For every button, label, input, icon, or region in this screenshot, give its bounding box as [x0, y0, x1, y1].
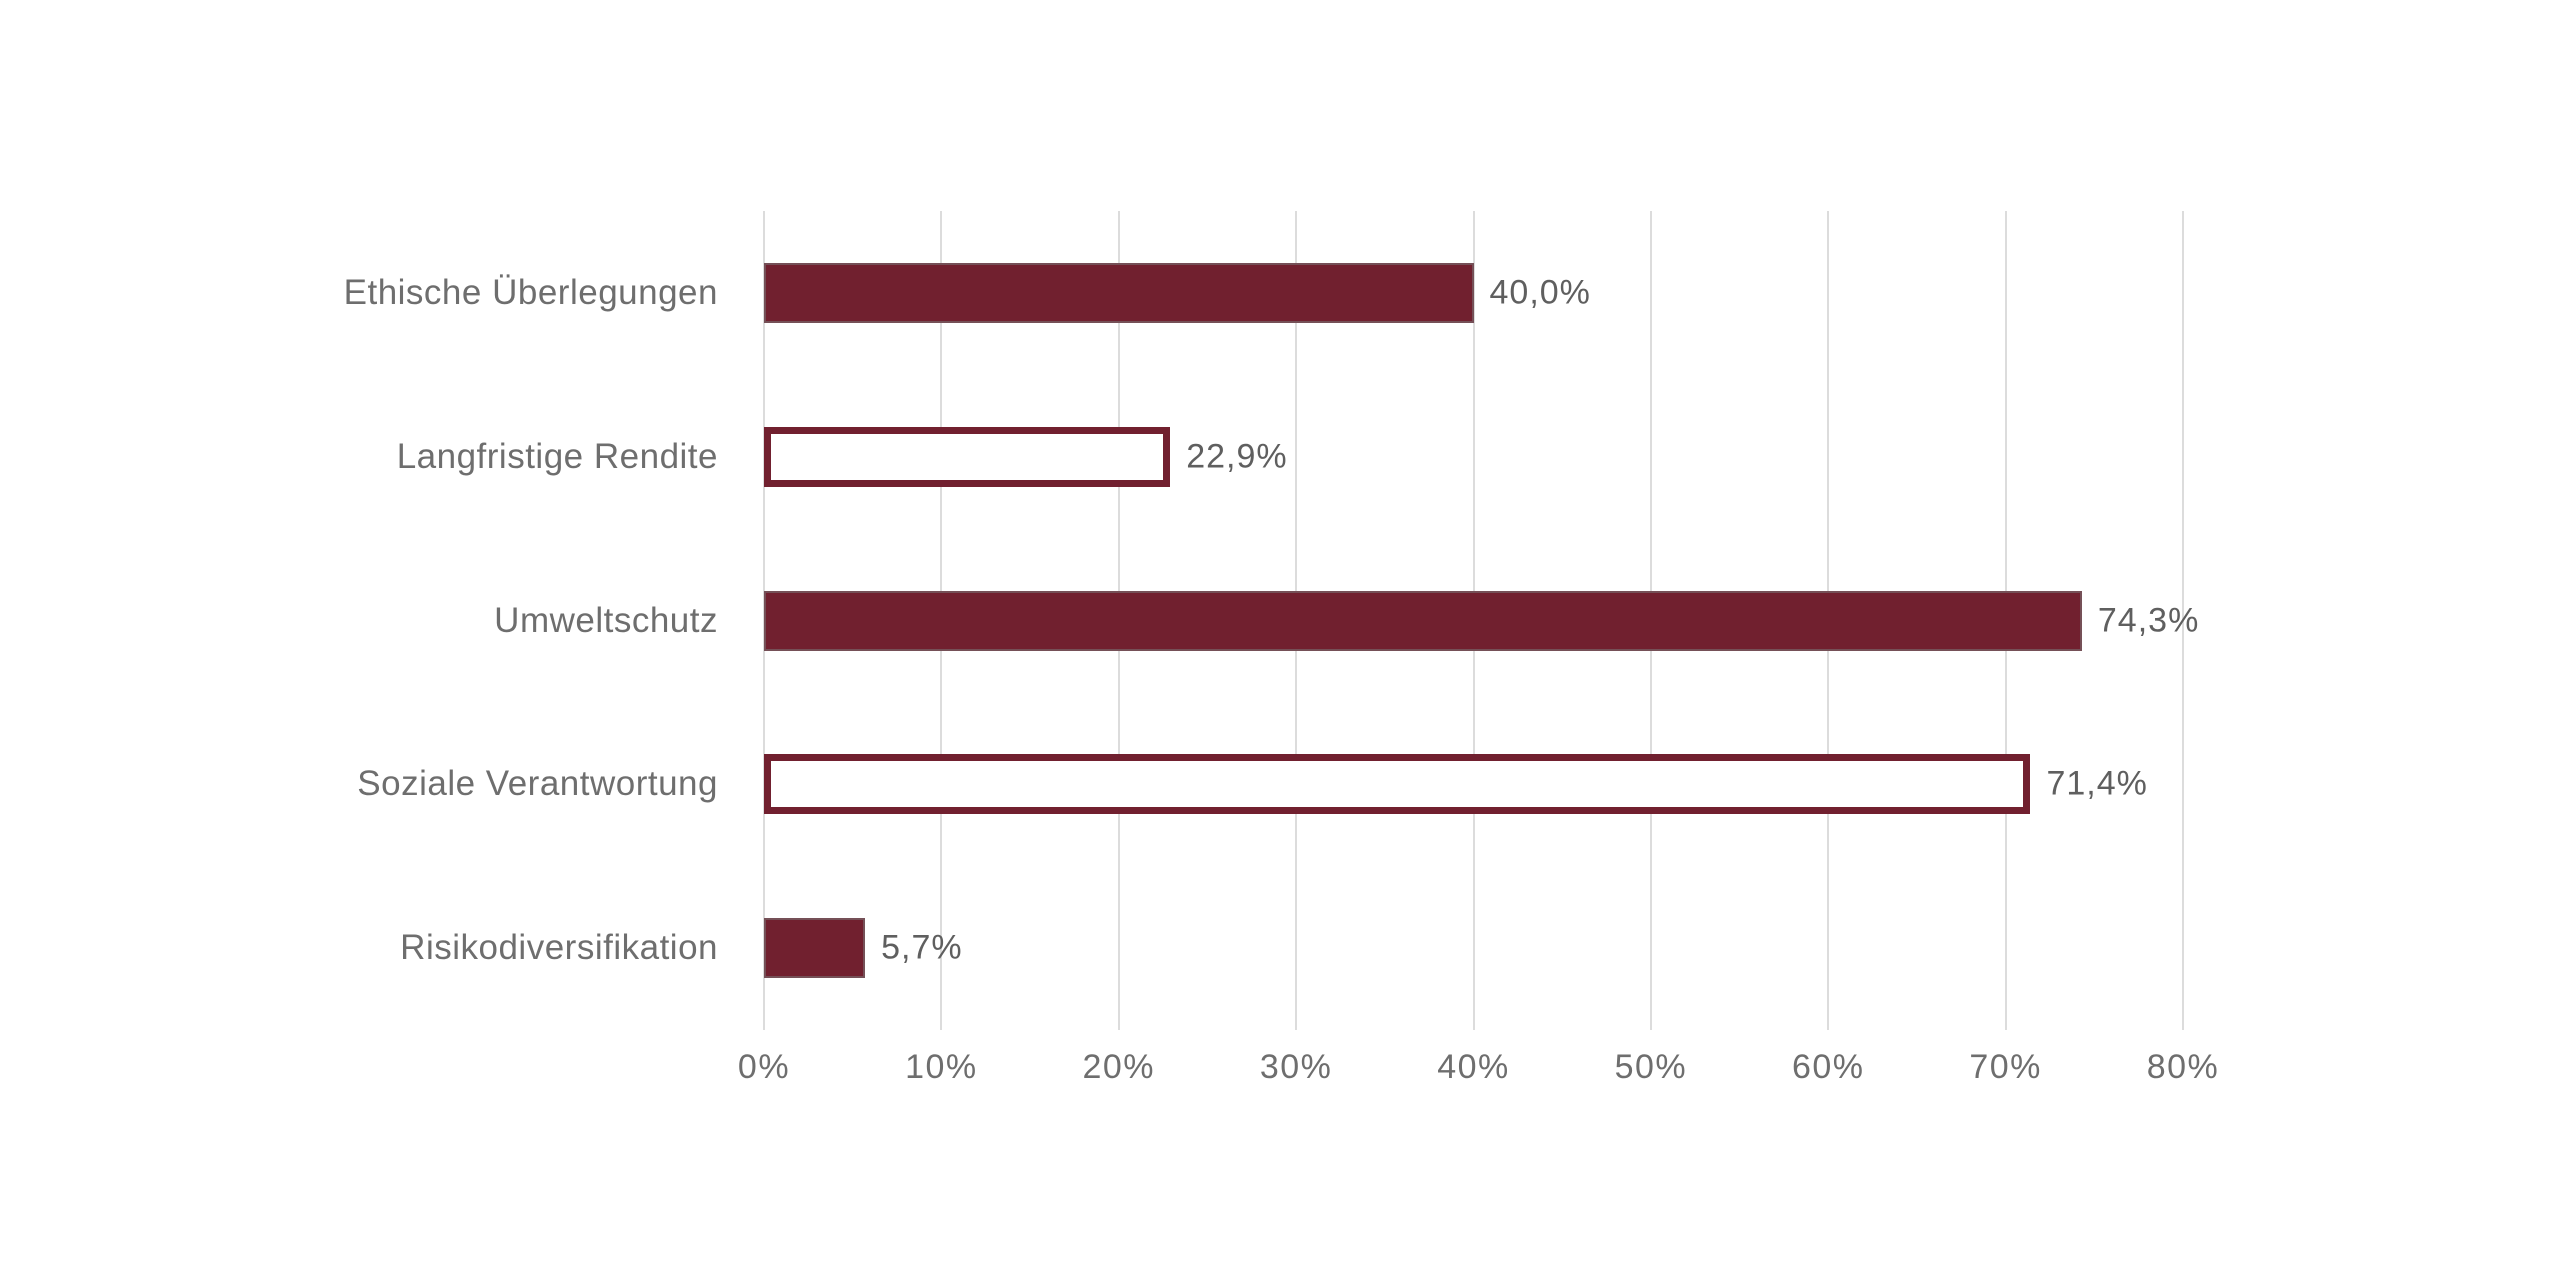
category-axis: Ethische Überlegungen Langfristige Rendit… [0, 211, 740, 1030]
plot-area: 40,0% 22,9% 74,3% 71,4% 5,7% [763, 211, 2198, 1030]
x-tick-label: 60% [1791, 1048, 1865, 1086]
x-tick-label: 30% [1259, 1048, 1333, 1086]
x-tick-label: 40% [1437, 1048, 1510, 1086]
category-label: Ethische Überlegungen [343, 272, 718, 312]
category-label: Umweltschutz [494, 600, 718, 640]
category-label: Langfristige Rendite [396, 436, 718, 476]
bar-5 [764, 918, 866, 979]
value-label: 40,0% [1489, 273, 1591, 312]
x-tick-label: 10% [905, 1048, 978, 1086]
x-tick-label: 80% [2146, 1048, 2220, 1086]
gridline [2182, 211, 2184, 1030]
category-label: Risikodiversifikation [400, 928, 718, 968]
category-label: Soziale Verantwortung [357, 764, 718, 804]
value-label: 5,7% [881, 928, 963, 967]
x-axis: 0% 10% 20% 30% 40% 50% 60% 70% 80% [738, 1048, 2218, 1108]
x-tick-label: 20% [1082, 1048, 1156, 1086]
bar-2 [764, 426, 1171, 487]
bar-4 [764, 754, 2031, 815]
x-tick-label: 0% [737, 1048, 791, 1086]
value-label: 22,9% [1186, 437, 1288, 476]
x-tick-label: 50% [1614, 1048, 1688, 1086]
value-label: 74,3% [2097, 601, 2200, 639]
bar-1 [764, 262, 1474, 323]
bar-3 [764, 590, 2082, 651]
value-label: 71,4% [2046, 764, 2148, 803]
x-tick-label: 70% [1969, 1048, 2042, 1086]
